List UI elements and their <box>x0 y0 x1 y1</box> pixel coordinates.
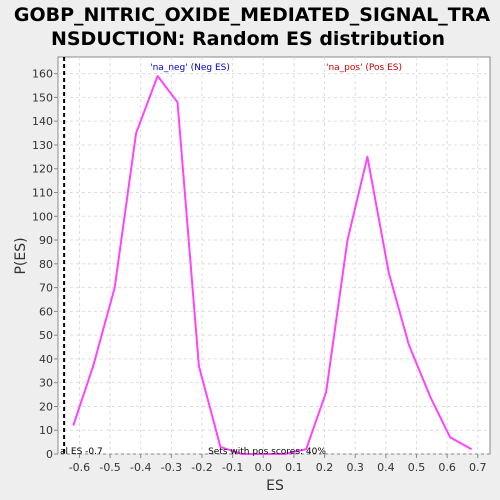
pos-scores-label: Sets with pos scores: 40% <box>208 447 326 457</box>
actual-es-label: al ES -0.7 <box>60 447 103 457</box>
x-tick-label: -0.3 <box>161 461 182 474</box>
y-tick-label: 20 <box>39 400 53 413</box>
plot-area <box>57 56 491 455</box>
y-tick-label: 30 <box>39 377 53 390</box>
y-tick-label: 80 <box>39 258 53 271</box>
x-axis-ticks: -0.6 -0.5 -0.4 -0.3 -0.2 -0.1 0.0 0.1 0.2 0.3 0.4 0… <box>69 454 487 474</box>
y-axis-ticks: 0 10 20 30 40 50 60 70 80 90 100 110 120 130 140 150 160 <box>32 68 58 461</box>
y-tick-label: 10 <box>39 424 53 437</box>
x-tick-label: 0.0 <box>255 461 273 474</box>
x-tick-label: -0.1 <box>222 461 243 474</box>
x-tick-label: -0.6 <box>69 461 90 474</box>
x-tick-label: 0.6 <box>438 461 456 474</box>
x-tick-label: 0.2 <box>316 461 334 474</box>
neg-es-label: 'na_neg' (Neg ES) <box>150 63 230 73</box>
y-tick-label: 60 <box>39 305 53 318</box>
grid-lines <box>58 57 490 455</box>
x-tick-label: -0.5 <box>99 461 120 474</box>
x-tick-label: 0.5 <box>408 461 426 474</box>
x-tick-label: 0.1 <box>285 461 303 474</box>
y-axis-label: P(ES) <box>13 237 29 274</box>
x-axis-label: ES <box>266 478 284 494</box>
y-tick-label: 140 <box>32 115 53 128</box>
y-tick-label: 100 <box>32 210 53 223</box>
x-tick-label: -0.4 <box>130 461 151 474</box>
y-tick-label: 50 <box>39 329 53 342</box>
pos-es-label: 'na_pos' (Pos ES) <box>326 63 402 73</box>
y-tick-label: 70 <box>39 282 53 295</box>
y-tick-label: 90 <box>39 234 53 247</box>
y-tick-label: 110 <box>32 187 53 200</box>
chart-title-line-1: GOBP_NITRIC_OXIDE_MEDIATED_SIGNAL_TRA <box>14 4 490 26</box>
x-tick-label: 0.3 <box>346 461 364 474</box>
y-tick-label: 150 <box>32 91 53 104</box>
y-tick-label: 160 <box>32 68 53 81</box>
series-line-random-es <box>72 75 473 455</box>
y-tick-label: 40 <box>39 353 53 366</box>
y-tick-label: 120 <box>32 163 53 176</box>
x-tick-label: 0.7 <box>469 461 487 474</box>
x-tick-label: -0.2 <box>191 461 212 474</box>
y-tick-label: 130 <box>32 139 53 152</box>
chart-title-line-2: NSDUCTION: Random ES distribution <box>51 28 445 50</box>
x-tick-label: 0.4 <box>377 461 395 474</box>
y-tick-label: 0 <box>46 448 53 461</box>
